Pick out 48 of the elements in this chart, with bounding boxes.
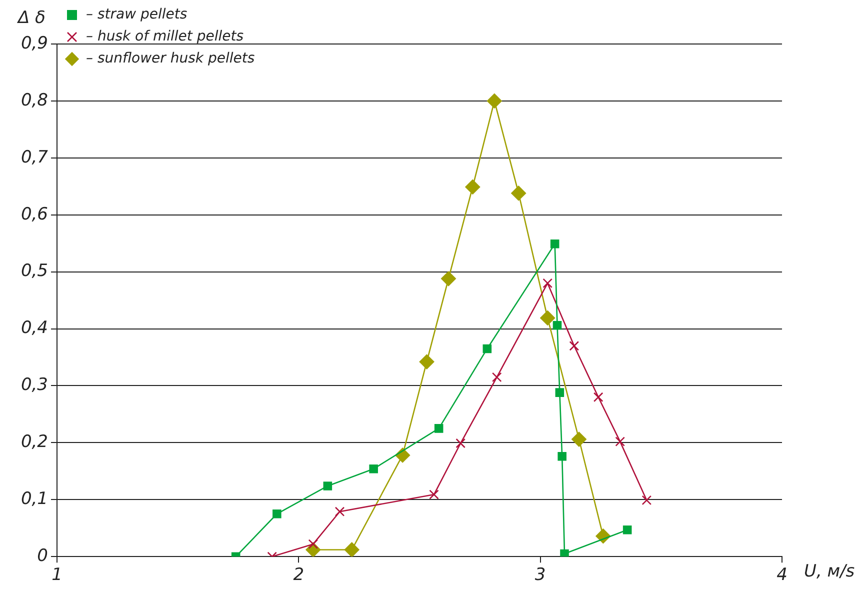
- legend-label: – husk of millet pellets: [86, 28, 244, 45]
- point: [486, 93, 502, 108]
- legend-label: – sunflower husk pellets: [86, 50, 255, 67]
- y-tick-label: 0,7: [20, 147, 48, 168]
- point: [369, 464, 378, 474]
- y-tick-label: 0: [37, 546, 48, 566]
- point: [622, 525, 632, 534]
- y-tick-label: 0,2: [20, 432, 48, 452]
- legend-label: – straw pellets: [86, 6, 188, 23]
- point: [569, 340, 580, 351]
- point: [441, 271, 456, 286]
- y-tick-label: 0,5: [20, 261, 48, 282]
- y-tick-label: 0,8: [20, 90, 48, 110]
- x-axis-title: U, м/s: [804, 562, 855, 582]
- y-tick-label: 0,1: [20, 489, 48, 510]
- point: [555, 388, 564, 397]
- x-tick-label: 3: [534, 565, 546, 586]
- y-tick-label: 0,9: [20, 33, 48, 54]
- y-tick-label: 0,6: [20, 204, 48, 224]
- point: [560, 549, 569, 557]
- point: [572, 432, 586, 447]
- point: [429, 490, 439, 500]
- point: [482, 344, 492, 354]
- point: [540, 310, 556, 326]
- y-tick-label: 0,3: [20, 375, 48, 396]
- point: [456, 438, 466, 448]
- point: [419, 354, 434, 370]
- point: [492, 372, 502, 382]
- point: [593, 392, 604, 402]
- point: [552, 320, 562, 330]
- x-tick-label: 4: [776, 565, 788, 586]
- point: [615, 436, 625, 446]
- point: [558, 452, 566, 461]
- point: [434, 424, 444, 433]
- point: [542, 278, 552, 288]
- point: [308, 539, 318, 549]
- x-tick-label: 1: [52, 565, 62, 586]
- point: [323, 482, 332, 490]
- y-axis-title: Δ δ: [16, 8, 46, 28]
- point: [642, 495, 652, 506]
- point: [272, 509, 282, 518]
- point: [511, 186, 526, 201]
- point: [550, 240, 560, 248]
- x-tick-label: 2: [293, 565, 304, 586]
- point: [334, 506, 345, 516]
- point: [344, 542, 360, 557]
- y-tick-label: 0,4: [20, 318, 48, 338]
- point: [465, 179, 480, 194]
